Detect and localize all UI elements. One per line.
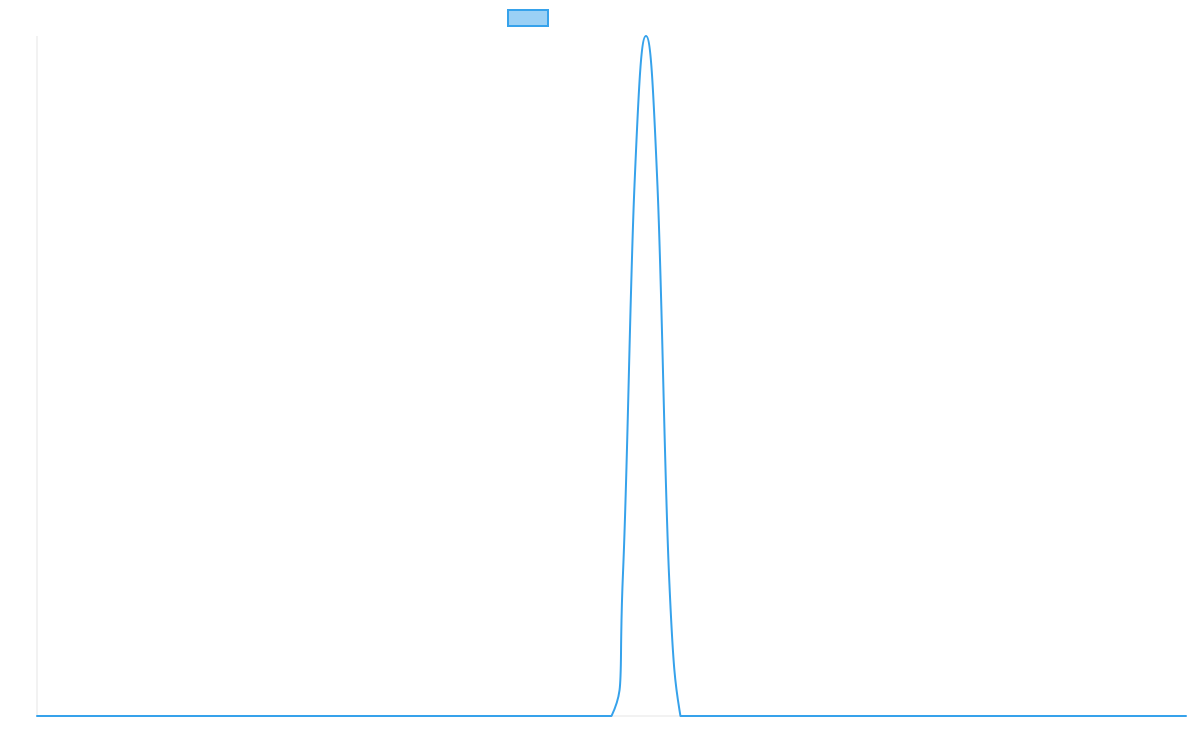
chart-axes bbox=[36, 36, 1186, 717]
series-line-0[interactable] bbox=[36, 35, 1187, 717]
series-layer bbox=[36, 35, 1187, 717]
legend[interactable] bbox=[507, 9, 549, 27]
legend-swatch-0[interactable] bbox=[507, 9, 549, 27]
